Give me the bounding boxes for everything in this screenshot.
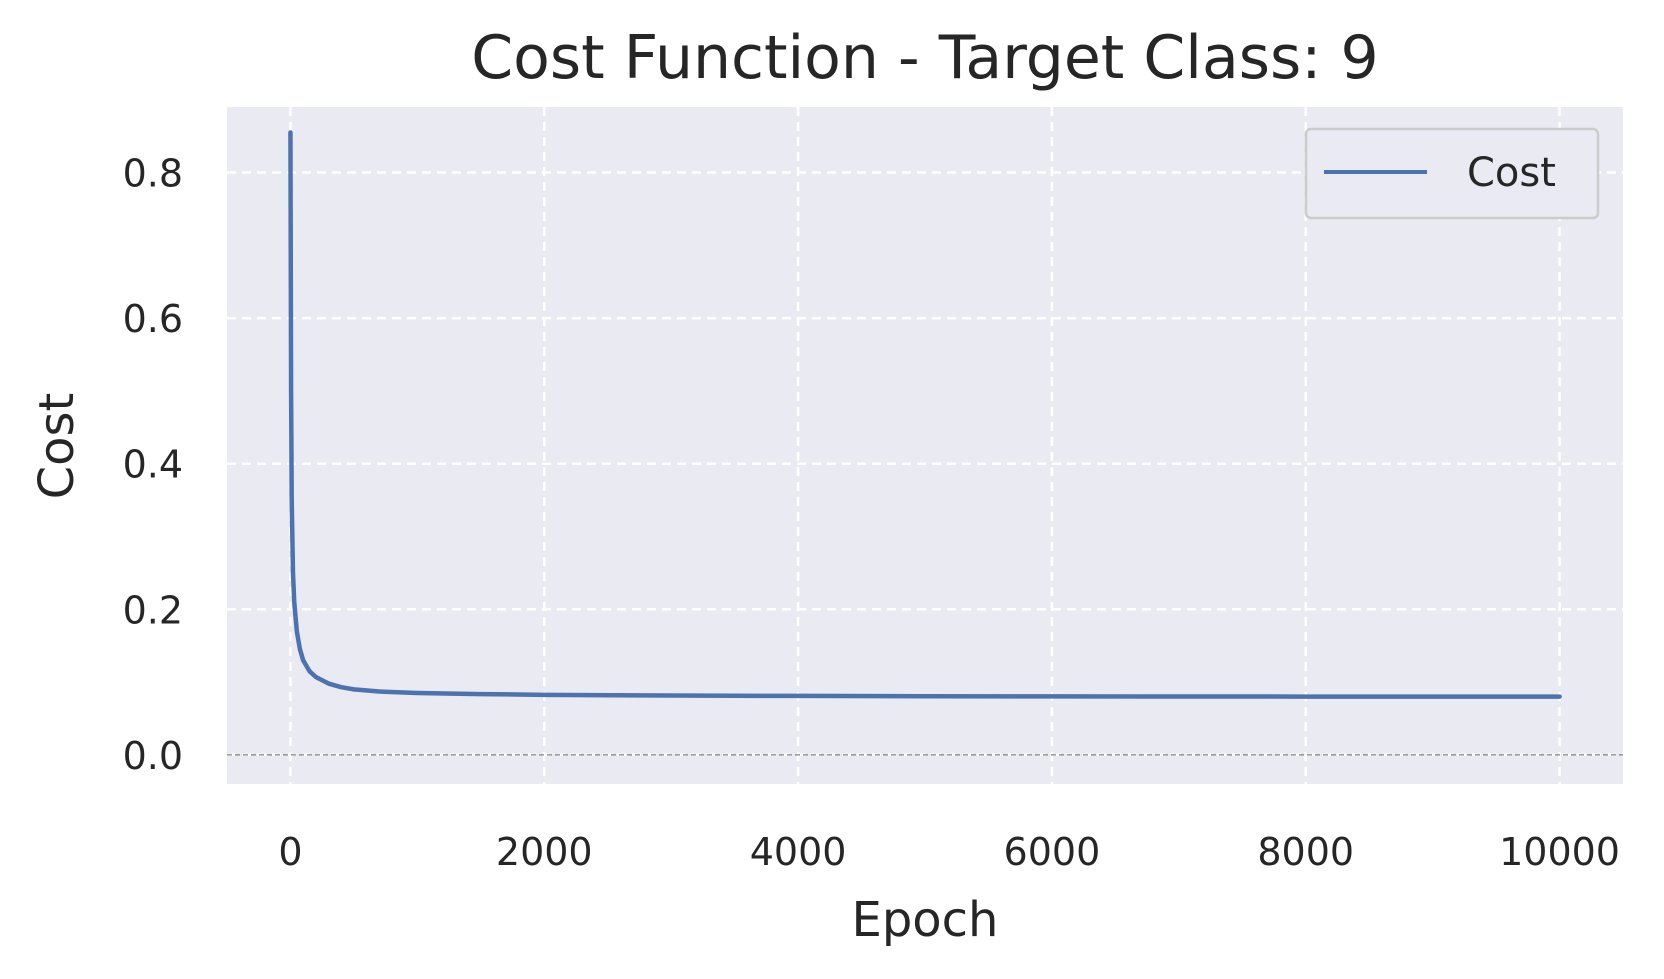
x-tick-label-4: 8000 bbox=[1257, 830, 1354, 874]
x-tick-labels: 0 2000 4000 6000 8000 10000 bbox=[278, 830, 1620, 874]
y-tick-label-2: 0.4 bbox=[123, 443, 183, 487]
series-line-cost bbox=[288, 130, 1562, 699]
series-layer bbox=[288, 130, 1562, 699]
x-tick-label-0: 0 bbox=[278, 830, 302, 874]
x-tick-label-3: 6000 bbox=[1004, 830, 1101, 874]
y-tick-labels: 0.0 0.2 0.4 0.6 0.8 bbox=[123, 152, 183, 778]
y-tick-label-0: 0.0 bbox=[123, 734, 183, 778]
y-tick-label-4: 0.8 bbox=[123, 152, 183, 196]
chart-title: Cost Function - Target Class: 9 bbox=[471, 23, 1378, 93]
grid-lines bbox=[227, 107, 1623, 784]
legend-box bbox=[1304, 127, 1600, 220]
y-axis-label: Cost bbox=[29, 393, 85, 500]
legend: Cost bbox=[1304, 127, 1600, 220]
plot-background bbox=[227, 107, 1623, 784]
legend-label-cost: Cost bbox=[1467, 150, 1556, 196]
x-tick-label-1: 2000 bbox=[496, 830, 593, 874]
y-tick-label-1: 0.2 bbox=[123, 588, 183, 632]
x-tick-label-2: 4000 bbox=[750, 830, 847, 874]
x-tick-label-5: 10000 bbox=[1499, 830, 1620, 874]
y-tick-label-3: 0.6 bbox=[123, 297, 183, 341]
x-axis-label: Epoch bbox=[852, 892, 999, 948]
